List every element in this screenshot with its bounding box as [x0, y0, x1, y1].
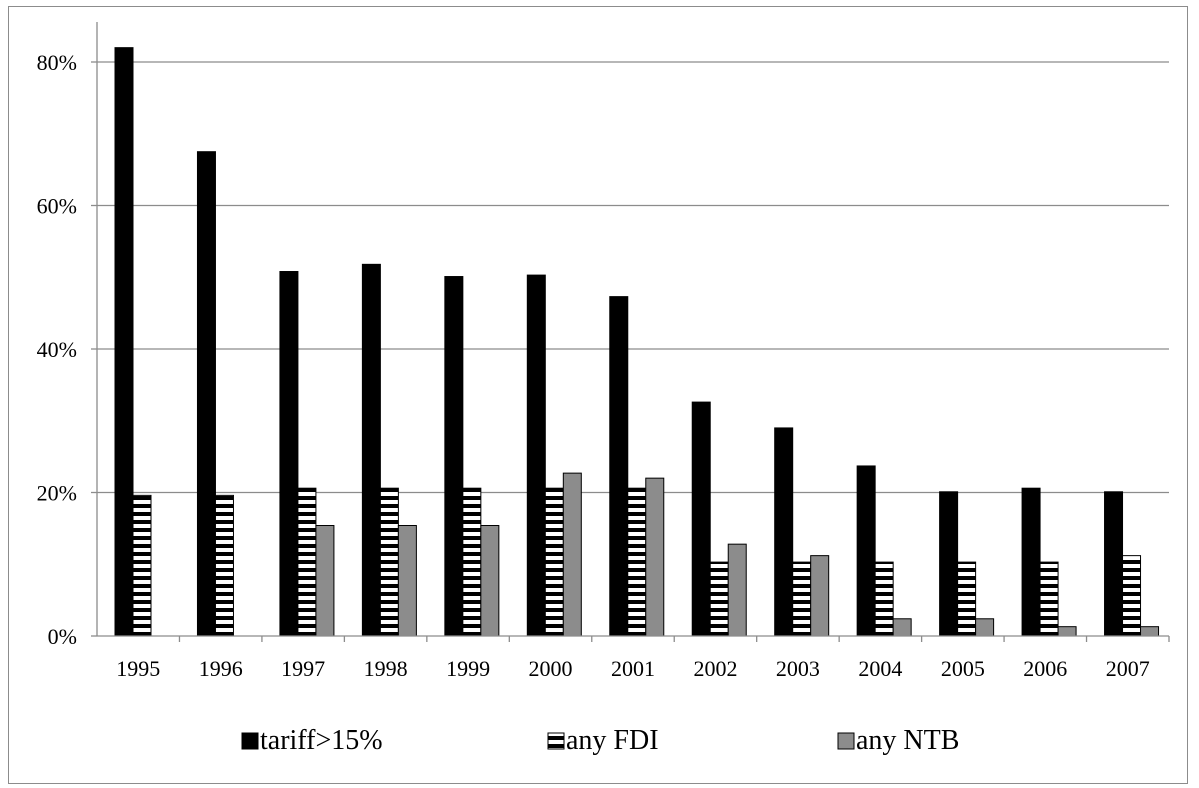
- axes: [96, 22, 1169, 637]
- bar-ntb-1997: [315, 525, 335, 637]
- bar-fdi-2006: [1039, 561, 1059, 637]
- y-tick-label: 20%: [37, 481, 77, 506]
- x-tick-label: 1996: [199, 656, 243, 681]
- bar-fdi-2007: [1122, 555, 1142, 637]
- bar-fdi-2005: [957, 561, 977, 637]
- bar-fdi-2000: [544, 487, 564, 637]
- x-tick-label: 2003: [776, 656, 820, 681]
- bar-fdi-1999: [462, 487, 482, 637]
- x-tick-label: 2001: [611, 656, 655, 681]
- x-tick-label: 2005: [941, 656, 985, 681]
- bar-tariff-1999: [444, 276, 464, 637]
- gridlines: [97, 61, 1169, 494]
- bar-fdi-2001: [627, 487, 647, 637]
- y-tick-label: 40%: [37, 337, 77, 362]
- bar-fdi-1996: [214, 494, 234, 637]
- bar-ntb-1999: [480, 525, 500, 637]
- y-tick-label: 60%: [37, 194, 77, 219]
- x-tick-label: 1995: [116, 656, 160, 681]
- bar-ntb-2006: [1057, 626, 1077, 637]
- x-tick-label: 1999: [446, 656, 490, 681]
- x-tick-label: 2006: [1023, 656, 1067, 681]
- bar-tariff-2005: [939, 491, 959, 637]
- bar-ntb-2002: [727, 543, 747, 637]
- bar-fdi-2003: [792, 561, 812, 637]
- legend-label-tariff: tariff>15%: [260, 725, 383, 756]
- bar-tariff-1997: [279, 271, 299, 637]
- y-axis-ticks: 0% 20% 40% 60% 80%: [37, 50, 97, 649]
- bar-tariff-1996: [196, 151, 216, 637]
- bar-fdi-1998: [379, 487, 399, 637]
- x-tick-label: 2002: [693, 656, 737, 681]
- legend-label-fdi: any FDI: [566, 725, 659, 756]
- y-tick-label: 0%: [48, 624, 77, 649]
- bar-tariff-1995: [114, 47, 134, 637]
- legend: tariff>15% any FDI any NTB: [241, 725, 959, 756]
- bar-fdi-2002: [709, 561, 729, 637]
- bar-tariff-2002: [691, 401, 711, 637]
- x-axis-ticks: 1995 1996 1997 1998 1999 2000 2001 2002 2003 2004…: [116, 636, 1170, 681]
- bar-ntb-2003: [810, 555, 830, 637]
- x-tick-label: 2000: [529, 656, 573, 681]
- bar-ntb-2000: [562, 472, 582, 637]
- x-tick-label: 1997: [281, 656, 325, 681]
- legend-swatch-tariff: [241, 732, 259, 750]
- bar-tariff-2000: [526, 274, 546, 637]
- bar-tariff-2006: [1021, 487, 1041, 637]
- bar-fdi-1995: [132, 494, 152, 637]
- bar-ntb-2005: [975, 618, 995, 637]
- y-tick-label: 80%: [37, 50, 77, 75]
- bar-fdi-2004: [874, 561, 894, 637]
- legend-swatch-ntb: [837, 732, 855, 750]
- bar-ntb-1998: [397, 525, 417, 637]
- bar-tariff-2007: [1104, 491, 1124, 637]
- bar-ntb-2007: [1140, 626, 1160, 637]
- bar-fdi-1997: [297, 487, 317, 637]
- x-tick-label: 2004: [858, 656, 902, 681]
- bar-tariff-1998: [361, 263, 381, 637]
- x-tick-label: 1998: [364, 656, 408, 681]
- legend-label-ntb: any NTB: [856, 725, 959, 756]
- bar-tariff-2004: [856, 465, 876, 637]
- bar-ntb-2004: [892, 618, 912, 637]
- bar-tariff-2003: [774, 427, 794, 637]
- bar-ntb-2001: [645, 477, 665, 637]
- bar-tariff-2001: [609, 296, 629, 637]
- bars: [114, 47, 1160, 637]
- legend-swatch-fdi: [547, 732, 565, 750]
- chart-frame: [8, 6, 1188, 784]
- x-tick-label: 2007: [1106, 656, 1150, 681]
